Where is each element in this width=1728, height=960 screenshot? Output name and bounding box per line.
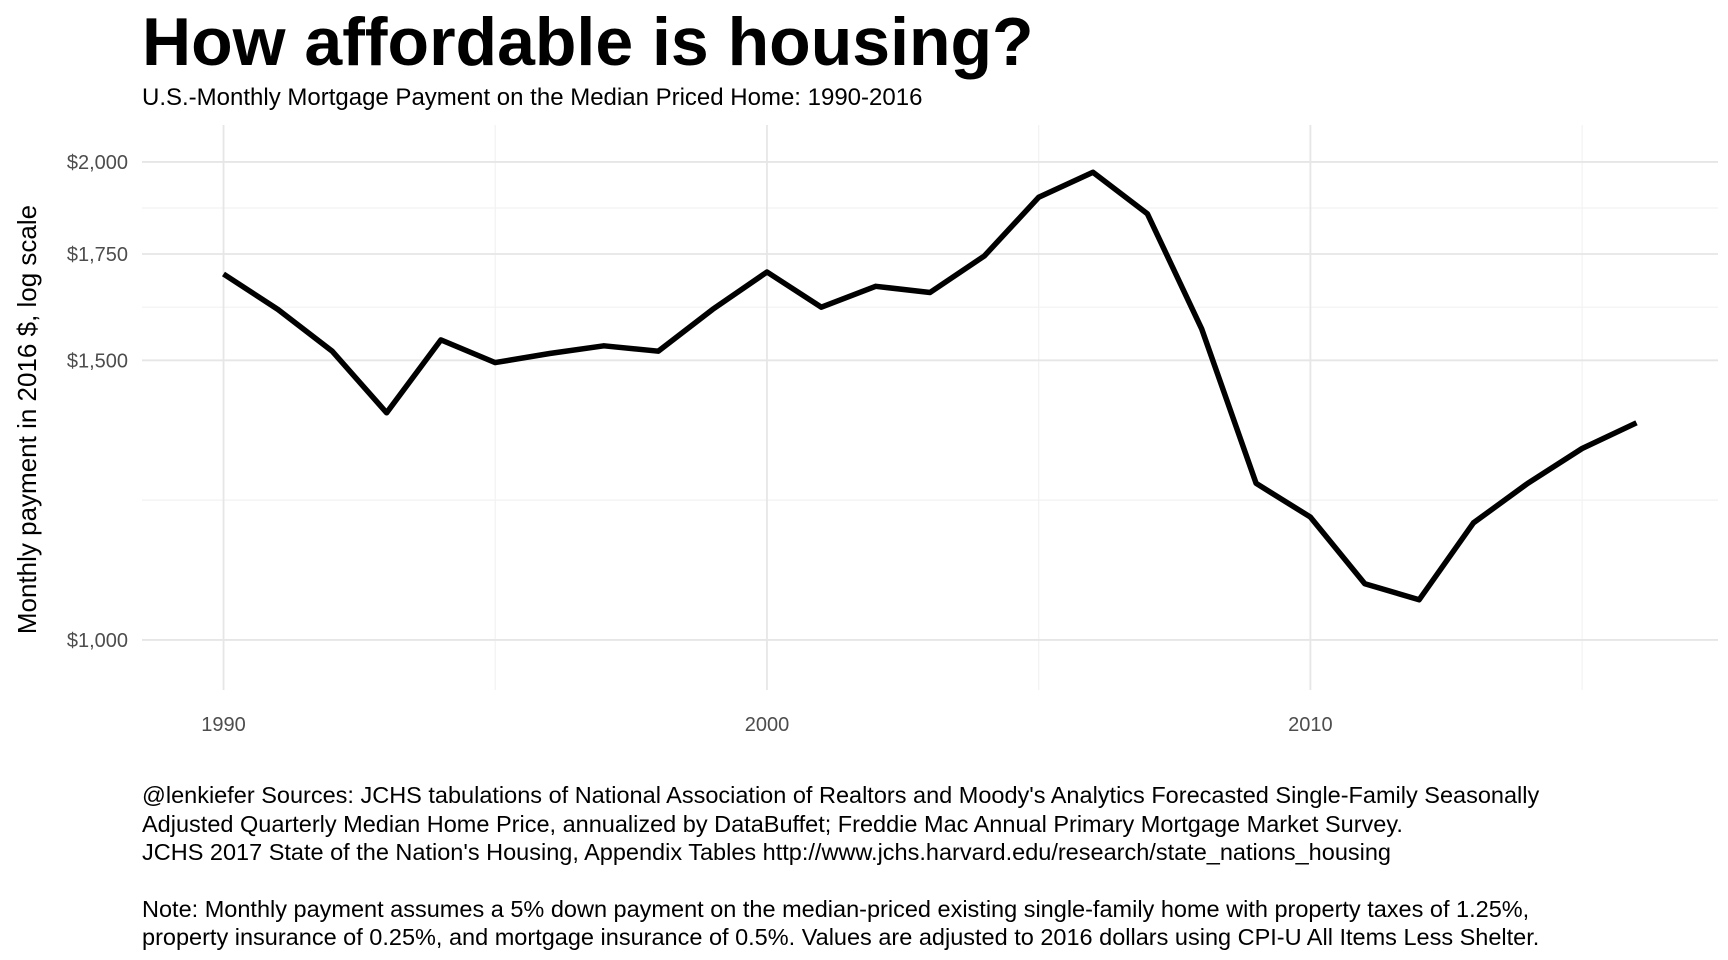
x-tick-label: 2000 <box>745 714 790 736</box>
chart-title: How affordable is housing? <box>142 4 1034 80</box>
caption-line: JCHS 2017 State of the Nation's Housing,… <box>142 839 1391 865</box>
caption-block: @lenkiefer Sources: JCHS tabulations of … <box>142 781 1539 952</box>
y-axis-label: Monthly payment in 2016 $, log scale <box>12 205 42 634</box>
x-tick-label: 2010 <box>1288 714 1333 736</box>
major-grid <box>142 125 1718 690</box>
y-tick-label: $2,000 <box>67 152 128 174</box>
y-tick-label: $1,750 <box>67 244 128 266</box>
y-axis-ticks: $1,000 $1,500 $1,750 $2,000 <box>67 152 128 652</box>
x-tick-label: 1990 <box>201 714 246 736</box>
caption-line: Adjusted Quarterly Median Home Price, an… <box>142 810 1403 837</box>
chart-subtitle: U.S.-Monthly Mortgage Payment on the Med… <box>142 84 923 111</box>
y-tick-label: $1,000 <box>67 630 128 652</box>
caption-spacer <box>142 867 1539 895</box>
series-group <box>222 169 1638 603</box>
caption-line: @lenkiefer Sources: JCHS tabulations of … <box>142 782 1540 808</box>
note-line: property insurance of 0.25%, and mortgag… <box>142 924 1540 950</box>
line-chart: $1,000 $1,500 $1,750 $2,000 1990 2000 2010 Mo… <box>12 125 1718 736</box>
y-tick-label: $1,500 <box>67 350 128 372</box>
series-line <box>222 169 1638 603</box>
x-axis-ticks: 1990 2000 2010 <box>201 714 1332 736</box>
note-line: Note: Monthly payment assumes a 5% down … <box>142 895 1530 922</box>
